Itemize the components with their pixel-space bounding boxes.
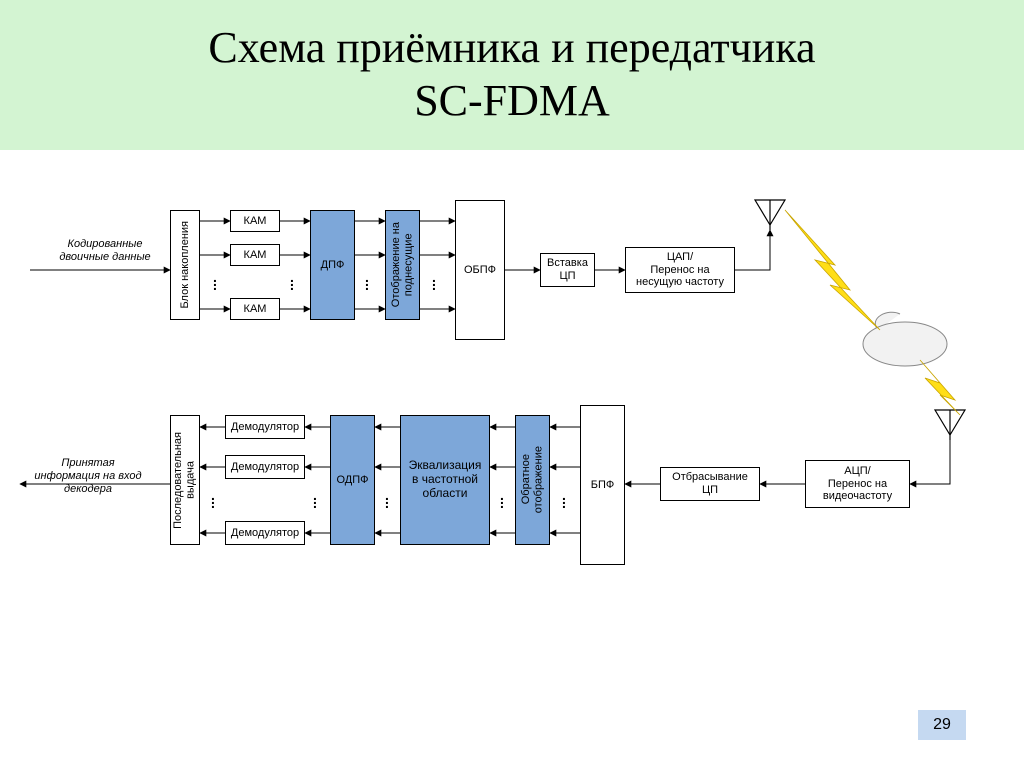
tx-input-label: Кодированные двоичные данные [50,238,160,264]
dots-map-obpf: ... [432,275,436,287]
demap-text: Обратное отображение [520,446,545,513]
dots-serial-demod: ... [211,493,215,505]
demod-block-3: Демодулятор [225,521,305,545]
buffer-tx-block: Блок накопления [170,210,200,320]
demod-block-2: Демодулятор [225,455,305,479]
dots-demod-odpf: ... [313,493,317,505]
dots-odpf-eq: ... [385,493,389,505]
kam-block-1: КАМ [230,210,280,232]
serial-block: Последовательная выдача [170,415,200,545]
dots-demap-bpf: ... [562,493,566,505]
adc-block: АЦП/ Перенос на видеочастоту [805,460,910,508]
cp-ins-block: Вставка ЦП [540,253,595,287]
demap-block: Обратное отображение [515,415,550,545]
page-number-badge: 29 [918,710,966,740]
cp-rm-block: Отбрасывание ЦП [660,467,760,501]
dots-kam-dpf: ... [290,275,294,287]
map-block: Отображение на поднесущие [385,210,420,320]
demod-block-1: Демодулятор [225,415,305,439]
channel-cloud [875,312,900,330]
lightning-rx [920,360,960,415]
buffer-tx-text: Блок накопления [179,221,192,309]
dac-block: ЦАП/ Перенос на несущую частоту [625,247,735,293]
odpf-block: ОДПФ [330,415,375,545]
dots-eq-demap: ... [500,493,504,505]
map-text: Отображение на поднесущие [390,222,415,307]
dots-dpf-map: ... [365,275,369,287]
kam-block-3: КАМ [230,298,280,320]
rx-output-label: Принятая информация на вход декодера [18,457,158,497]
rx-antenna-icon [935,410,965,440]
tx-antenna-icon [755,200,785,230]
eq-block: Эквализация в частотной области [400,415,490,545]
dpf-block: ДПФ [310,210,355,320]
obpf-block: ОБПФ [455,200,505,340]
title-band: Схема приёмника и передатчика SC-FDMA [0,0,1024,150]
channel-label: Канал [870,336,940,350]
kam-block-2: КАМ [230,244,280,266]
serial-text: Последовательная выдача [172,432,197,529]
lightning-tx [785,210,880,330]
dots-buffer-kam: ... [213,275,217,287]
bpf-block: БПФ [580,405,625,565]
slide-title: Схема приёмника и передатчика SC-FDMA [208,22,815,128]
